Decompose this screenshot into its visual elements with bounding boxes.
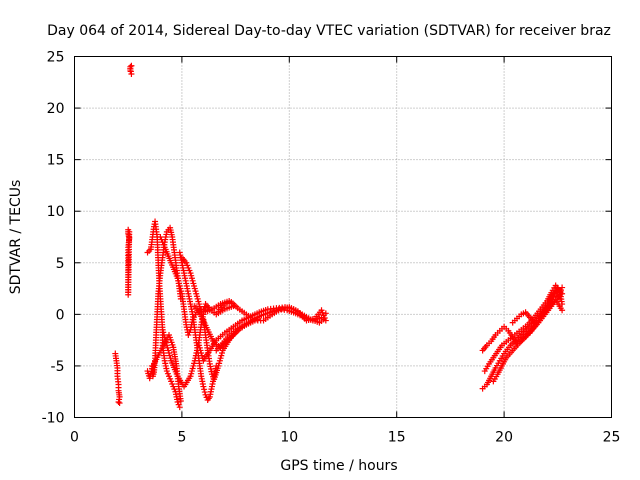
y-tick-labels: -10 -5 0 5 10 15 20 25	[42, 50, 65, 427]
data-points	[112, 62, 566, 411]
chart-title: Day 064 of 2014, Sidereal Day-to-day VTE…	[47, 23, 611, 39]
y-axis-label: SDTVAR / TECUs	[8, 180, 24, 295]
x-tick-label: 25	[603, 430, 621, 446]
data-point	[176, 404, 183, 411]
data-point	[559, 284, 566, 291]
x-tick-labels: 0 5 10 15 20 25	[70, 430, 620, 446]
x-tick-label: 20	[495, 430, 513, 446]
data-series	[127, 62, 135, 78]
y-tick-label: 0	[56, 307, 65, 323]
data-series	[112, 350, 123, 407]
data-series	[479, 296, 566, 354]
y-tick-label: 15	[47, 153, 65, 169]
data-point	[177, 397, 184, 404]
x-tick-label: 5	[177, 430, 186, 446]
data-point	[249, 317, 256, 324]
data-series	[191, 303, 256, 351]
x-tick-label: 10	[280, 430, 298, 446]
x-tick-label: 0	[70, 430, 79, 446]
data-point	[115, 399, 122, 406]
y-tick-label: -5	[51, 359, 65, 375]
y-tick-label: 10	[47, 204, 65, 220]
data-series	[509, 288, 563, 326]
y-tick-label: 5	[56, 256, 65, 272]
data-series	[490, 284, 566, 385]
data-point	[201, 386, 208, 393]
data-point	[201, 389, 208, 396]
data-point	[200, 383, 207, 390]
y-tick-label: -10	[42, 411, 65, 427]
x-axis-label: GPS time / hours	[280, 458, 397, 474]
data-point	[127, 65, 134, 72]
y-tick-label: 20	[47, 101, 65, 117]
data-point	[126, 228, 133, 235]
plot-frame	[74, 56, 612, 418]
data-series	[144, 331, 184, 404]
y-tick-label: 25	[47, 50, 65, 66]
data-point	[322, 317, 329, 324]
data-point	[559, 307, 566, 314]
data-series	[125, 226, 133, 298]
data-point	[128, 62, 135, 69]
x-tick-label: 15	[388, 430, 406, 446]
data-point	[116, 400, 123, 407]
